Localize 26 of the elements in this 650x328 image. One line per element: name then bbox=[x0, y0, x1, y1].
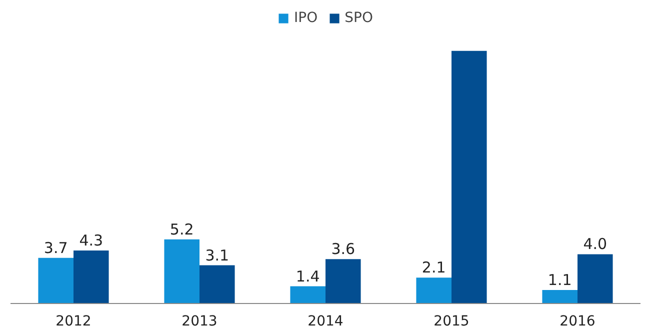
data-label: 4.0 bbox=[583, 235, 608, 254]
data-label: 3.6 bbox=[331, 240, 356, 258]
bar bbox=[74, 250, 109, 304]
x-tick-label: 2015 bbox=[434, 314, 470, 328]
bar bbox=[326, 259, 361, 304]
bar bbox=[164, 239, 200, 304]
data-label: 4.3 bbox=[79, 232, 104, 250]
bar bbox=[290, 286, 326, 304]
bar bbox=[200, 265, 235, 304]
data-label: 2.1 bbox=[422, 258, 446, 277]
bar bbox=[578, 254, 613, 304]
legend-label: IPO bbox=[294, 10, 318, 26]
x-tick-label: 2012 bbox=[56, 314, 92, 328]
data-label: 1.1 bbox=[548, 270, 572, 289]
data-label: 5.2 bbox=[170, 220, 194, 238]
x-tick-label: 2013 bbox=[182, 314, 218, 328]
legend-label: SPO bbox=[344, 10, 373, 26]
bar bbox=[542, 290, 578, 304]
data-label: 1.4 bbox=[296, 267, 320, 286]
data-label: 3.1 bbox=[205, 246, 230, 264]
bar bbox=[38, 258, 74, 304]
x-tick-label: 2016 bbox=[560, 314, 596, 328]
bar bbox=[452, 50, 487, 304]
data-label: 3.7 bbox=[44, 238, 68, 257]
bar bbox=[416, 278, 452, 304]
x-tick-label: 2014 bbox=[308, 314, 344, 328]
